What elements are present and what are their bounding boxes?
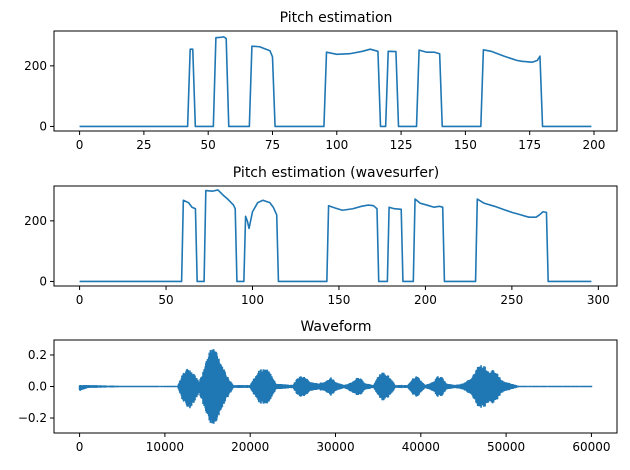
x-tick-label: 40000 [402, 440, 440, 454]
x-tick-label: 100 [241, 293, 264, 307]
y-ticks: 0 200 [24, 214, 54, 288]
x-ticks: 0 50 100 150 200 250 300 [76, 286, 610, 307]
x-ticks: 0 25 50 75 100 125 150 175 200 [76, 131, 606, 152]
x-tick-label: 150 [454, 138, 477, 152]
x-tick-label: 125 [390, 138, 413, 152]
y-tick-label: 200 [24, 59, 47, 73]
x-tick-label: 30000 [316, 440, 354, 454]
x-tick-label: 50 [201, 138, 216, 152]
x-tick-label: 250 [500, 293, 523, 307]
axes-frame [53, 185, 618, 287]
y-ticks: −0.2 0.0 0.2 [18, 348, 54, 425]
y-tick-label: −0.2 [18, 411, 47, 425]
chart-title: Waveform [300, 319, 371, 335]
chart-pitch-estimation: Pitch estimation 0 25 50 75 100 125 150 175 200 … [24, 10, 618, 152]
x-tick-label: 100 [325, 138, 348, 152]
axes-frame [53, 30, 618, 132]
x-tick-label: 50000 [487, 440, 525, 454]
y-tick-label: 0 [39, 119, 47, 133]
x-tick-label: 10000 [146, 440, 184, 454]
series-line [79, 189, 592, 283]
y-tick-label: 0.2 [28, 348, 47, 362]
x-tick-label: 200 [583, 138, 606, 152]
x-tick-label: 300 [587, 293, 610, 307]
series-waveform [78, 349, 593, 424]
x-tick-label: 25 [136, 138, 151, 152]
x-ticks: 0 10000 20000 30000 40000 50000 60000 [76, 433, 611, 454]
x-tick-label: 75 [265, 138, 280, 152]
chart-waveform: Waveform 0 10000 20000 30000 40000 50000 60000… [18, 319, 618, 454]
x-tick-label: 150 [328, 293, 351, 307]
x-tick-label: 0 [76, 440, 84, 454]
y-tick-label: 0.0 [28, 380, 47, 394]
series-line [79, 35, 592, 128]
chart-title: Pitch estimation [280, 10, 393, 26]
x-tick-label: 175 [518, 138, 541, 152]
x-tick-label: 0 [76, 293, 84, 307]
x-tick-label: 200 [414, 293, 437, 307]
chart-pitch-estimation-wavesurfer: Pitch estimation (wavesurfer) 0 50 100 150 2… [24, 165, 618, 307]
y-ticks: 0 200 [24, 59, 54, 133]
y-tick-label: 200 [24, 214, 47, 228]
x-tick-label: 0 [76, 138, 84, 152]
x-tick-label: 20000 [231, 440, 269, 454]
chart-title: Pitch estimation (wavesurfer) [233, 165, 439, 181]
y-tick-label: 0 [39, 274, 47, 288]
x-tick-label: 60000 [572, 440, 610, 454]
x-tick-label: 50 [158, 293, 173, 307]
